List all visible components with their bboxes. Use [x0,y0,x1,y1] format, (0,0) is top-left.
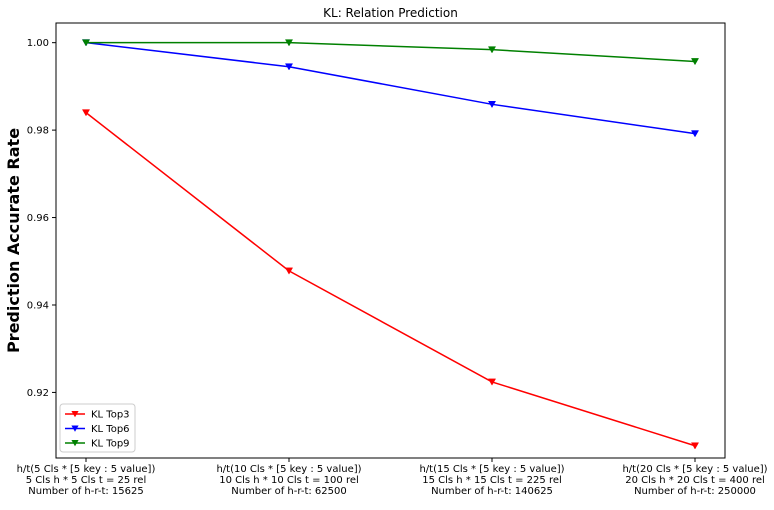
y-tick-label: 0.98 [27,126,49,137]
legend-label: KL Top3 [91,410,130,421]
chart-title: KL: Relation Prediction [323,6,458,20]
data-point [690,442,700,450]
y-tick-label: 0.94 [27,300,49,311]
data-point [284,39,294,47]
x-tick-label: 20 Cls h * 20 Cls t = 400 rel [625,475,765,486]
y-axis-label: Prediction Accurate Rate [4,128,23,353]
data-point [690,130,700,138]
data-point [690,58,700,66]
y-tick-label: 1.00 [27,38,49,49]
legend-marker [71,410,79,418]
x-tick-label: Number of h-r-t: 15625 [28,486,143,497]
x-tick-label: h/t(15 Cls * [5 key : 5 value]) [419,464,564,475]
data-point [81,109,91,117]
data-point [81,39,91,47]
legend-marker [71,439,79,447]
x-tick-label: Number of h-r-t: 250000 [634,486,756,497]
x-tick-label: h/t(10 Cls * [5 key : 5 value]) [216,464,361,475]
series-line-3 [86,41,696,63]
x-tick-label: h/t(20 Cls * [5 key : 5 value]) [622,464,767,475]
x-tick-label: Number of h-r-t: 62500 [231,486,346,497]
legend-label: KL Top6 [91,424,130,435]
series-line-1 [85,112,696,447]
series-line-2 [85,41,696,135]
y-tick-label: 0.96 [27,213,49,224]
data-point [487,101,497,109]
plot-area: 0.92 0.94 0.96 0.98 1.00 h/t(5 Cls * [5 key :… [17,22,768,497]
x-tick-label: 5 Cls h * 5 Cls t = 25 rel [26,475,146,486]
data-point [284,267,294,275]
legend-box [59,403,136,453]
x-tick-label: 15 Cls h * 15 Cls t = 225 rel [422,475,562,486]
data-point [487,46,497,54]
data-point [487,378,497,386]
y-tick-label: 0.92 [27,388,49,399]
x-tick-label: 10 Cls h * 10 Cls t = 100 rel [219,475,359,486]
data-point [284,63,294,71]
x-tick-label: h/t(5 Cls * [5 key : 5 value]) [17,464,156,475]
x-tick-label: Number of h-r-t: 140625 [431,486,553,497]
axes-frame [55,22,726,459]
legend-marker [71,425,79,432]
legend-label: KL Top9 [91,439,130,450]
